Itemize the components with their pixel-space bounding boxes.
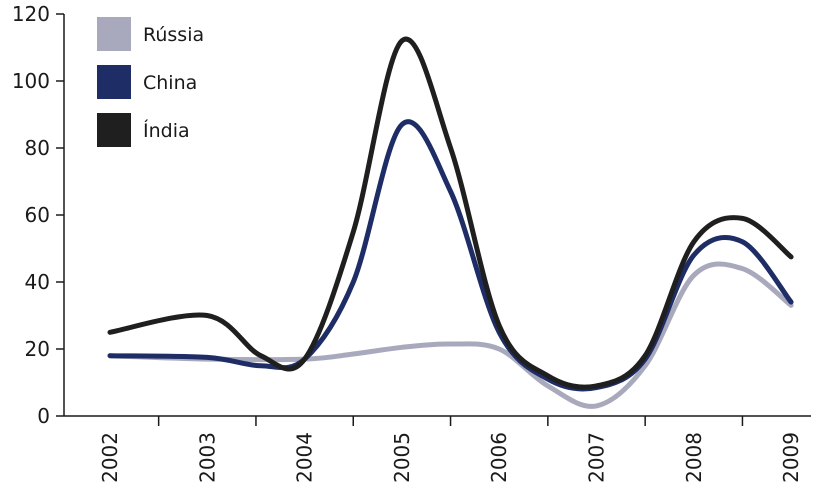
x-tick-label: 2007 bbox=[585, 432, 609, 483]
x-tick-label: 2002 bbox=[98, 432, 122, 483]
series-line-china bbox=[107, 119, 794, 392]
x-tick-label: 2006 bbox=[487, 432, 511, 483]
legend-swatch bbox=[97, 17, 131, 51]
legend: Rússia China Índia bbox=[97, 17, 204, 147]
x-tick-label: 2004 bbox=[293, 432, 317, 483]
y-tick-label: 60 bbox=[25, 203, 50, 227]
series-line-índia bbox=[107, 36, 794, 390]
legend-swatch bbox=[97, 65, 131, 99]
x-tick-label: 2008 bbox=[682, 432, 706, 483]
y-ticks: 0 20 40 60 80 100 120 bbox=[12, 2, 64, 428]
y-tick-label: 100 bbox=[12, 69, 50, 93]
x-tick-label: 2005 bbox=[390, 432, 414, 483]
legend-swatch bbox=[97, 113, 131, 147]
x-tick-label: 2009 bbox=[779, 432, 803, 483]
x-tick-label: 2003 bbox=[195, 432, 219, 483]
series-line-rússia bbox=[107, 261, 794, 409]
y-tick-label: 20 bbox=[25, 337, 50, 361]
legend-label: Índia bbox=[143, 119, 190, 142]
legend-label: China bbox=[143, 72, 197, 94]
y-tick-label: 120 bbox=[12, 2, 50, 26]
y-tick-label: 0 bbox=[37, 404, 50, 428]
legend-label: Rússia bbox=[143, 24, 204, 46]
x-ticks: 2002 2003 2004 2005 2006 2007 2008 2009 bbox=[98, 416, 803, 483]
y-tick-label: 40 bbox=[25, 270, 50, 294]
y-tick-label: 80 bbox=[25, 136, 50, 160]
series-layer bbox=[107, 36, 794, 409]
